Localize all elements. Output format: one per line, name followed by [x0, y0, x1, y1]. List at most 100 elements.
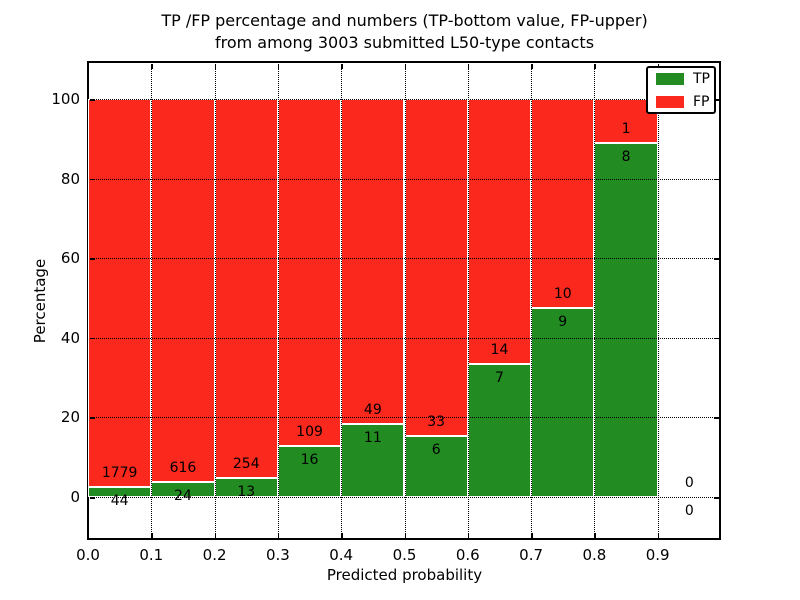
bar-segment-tp: [277, 446, 342, 497]
x-gridline: [404, 64, 406, 538]
y-tick-right: [714, 99, 719, 101]
x-tick-bottom: [657, 533, 660, 538]
y-tick-left: [90, 99, 95, 101]
x-tick-label: 0.3: [265, 546, 290, 564]
y-tick-left: [90, 417, 95, 419]
x-tick-top: [341, 64, 343, 69]
x-tick-top: [531, 64, 533, 69]
bar-count-tp: 13: [237, 483, 256, 500]
bar-segment-fp: [214, 99, 278, 478]
bar-segment-fp: [277, 99, 342, 447]
bar-count-fp: 49: [363, 402, 382, 419]
y-tick-right: [714, 497, 719, 499]
x-tick-label: 0.6: [455, 546, 480, 564]
x-axis-label: Predicted probability: [326, 566, 483, 584]
bar-count-fp: 10: [553, 286, 572, 303]
x-tick-top: [151, 64, 153, 69]
x-tick-label: 0.7: [519, 546, 544, 564]
bar-segment-fp: [88, 99, 152, 488]
bar-count-tp: 8: [621, 149, 631, 166]
x-tick-bottom: [467, 533, 470, 538]
x-gridline: [594, 64, 596, 538]
x-tick-label: 0.2: [202, 546, 227, 564]
x-tick-bottom: [151, 533, 153, 538]
legend: TP FP: [646, 66, 716, 114]
y-tick-label: 40: [60, 328, 80, 347]
x-tick-label: 0.1: [139, 546, 164, 564]
bar-count-tp: 0: [684, 503, 694, 520]
bar-segment-tp: [341, 424, 405, 497]
x-tick-bottom: [404, 533, 406, 538]
x-tick-bottom: [214, 533, 217, 538]
y-tick-label: 0: [70, 488, 80, 507]
x-tick-bottom: [594, 533, 596, 538]
bar-segment-tp: [88, 487, 152, 497]
bar-count-tp: 16: [300, 452, 319, 469]
bar-count-fp: 1: [621, 121, 631, 138]
y-tick-right: [714, 337, 719, 340]
legend-item-fp: FP: [656, 95, 714, 109]
x-gridline: [277, 64, 279, 538]
y-tick-right: [714, 258, 719, 260]
chart-title-line2: from among 3003 submitted L50-type conta…: [214, 33, 595, 52]
bar-count-fp: 33: [427, 413, 446, 430]
bar-segment-tp: [467, 364, 532, 497]
legend-item-tp: TP: [656, 72, 714, 86]
x-tick-label: 0.4: [329, 546, 354, 564]
x-gridline: [531, 64, 533, 538]
fp-color-swatch: [656, 95, 684, 108]
x-gridline: [341, 64, 343, 538]
x-tick-label: 0.0: [76, 546, 100, 564]
bar-count-fp: 616: [169, 460, 197, 477]
bar-count-tp: 9: [558, 314, 568, 331]
bar-segment-fp: [531, 99, 595, 309]
bar-segment-tp: [531, 308, 595, 497]
y-tick-left: [90, 497, 95, 499]
y-tick-left: [90, 337, 95, 340]
chart-title-line1: TP /FP percentage and numbers (TP-bottom…: [161, 11, 648, 30]
bar-segment-fp: [151, 99, 215, 483]
y-tick-label: 20: [60, 408, 80, 427]
bar-count-tp: 11: [363, 430, 382, 447]
bar-count-fp: 109: [296, 424, 323, 441]
bar-segment-fp: [404, 99, 468, 436]
chart-title: TP /FP percentage and numbers (TP-bottom…: [88, 10, 721, 54]
y-tick-right: [714, 178, 719, 181]
bar-count-fp: 0: [684, 475, 694, 492]
x-tick-bottom: [531, 533, 533, 538]
x-tick-top: [277, 64, 280, 69]
y-tick-label: 60: [60, 249, 80, 268]
x-tick-top: [214, 64, 217, 69]
legend-label-tp: TP: [693, 70, 710, 87]
x-tick-bottom: [277, 533, 280, 538]
x-tick-top: [594, 64, 596, 69]
y-tick-right: [714, 417, 719, 419]
bar-segment-tp: [594, 143, 658, 497]
x-tick-label: 0.8: [582, 546, 607, 564]
x-tick-top: [467, 64, 470, 69]
bar-count-fp: 254: [232, 455, 260, 472]
y-tick-label: 100: [51, 90, 80, 108]
bar-count-fp: 14: [490, 342, 509, 359]
bar-segment-fp: [467, 99, 532, 365]
x-gridline: [214, 64, 216, 538]
x-tick-bottom: [341, 533, 343, 538]
bar-count-tp: 24: [174, 488, 192, 505]
bar-count-tp: 44: [110, 493, 129, 510]
y-tick-left: [90, 258, 95, 260]
y-tick-label: 80: [60, 169, 80, 188]
bar-count-tp: 7: [494, 370, 504, 387]
x-tick-label: 0.9: [645, 546, 670, 564]
legend-label-fp: FP: [693, 93, 710, 110]
x-gridline: [657, 64, 659, 538]
x-tick-label: 0.5: [392, 546, 417, 564]
tp-color-swatch: [656, 72, 684, 85]
x-gridline: [467, 64, 469, 538]
bar-count-fp: 1779: [101, 465, 138, 482]
x-tick-top: [404, 64, 406, 69]
y-tick-left: [90, 178, 95, 181]
x-gridline: [151, 64, 153, 538]
bar-count-tp: 6: [431, 441, 441, 458]
bar-segment-fp: [341, 99, 405, 425]
